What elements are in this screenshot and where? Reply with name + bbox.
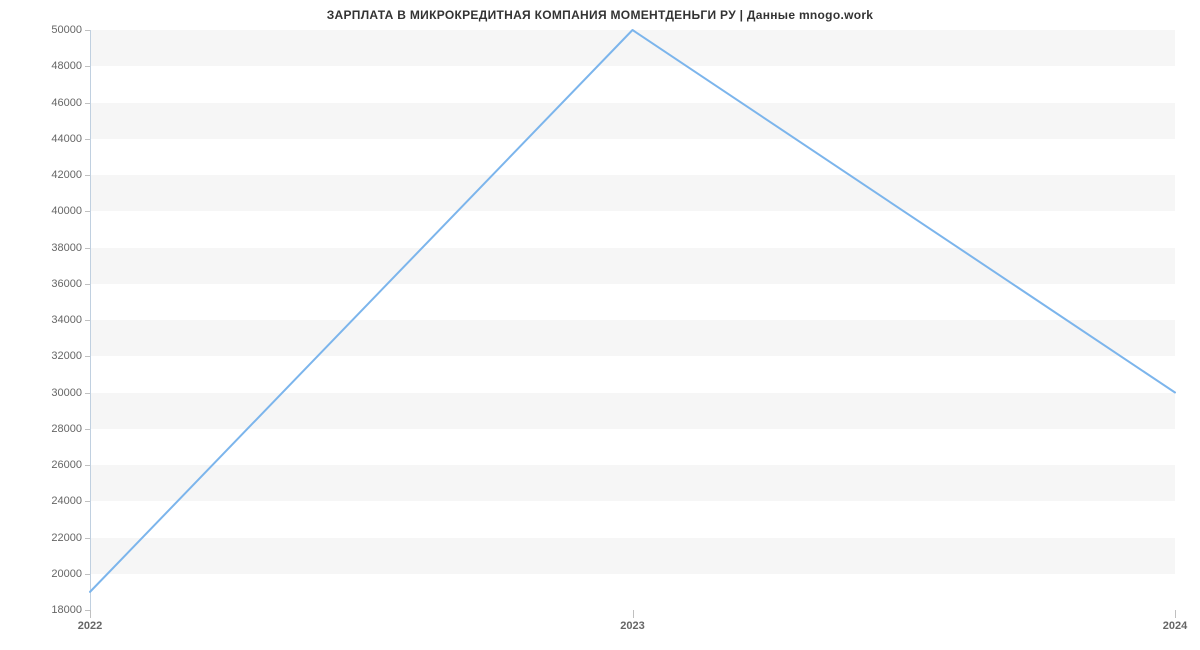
chart-container: ЗАРПЛАТА В МИКРОКРЕДИТНАЯ КОМПАНИЯ МОМЕН…: [0, 0, 1200, 650]
x-tick-mark: [1175, 610, 1176, 618]
series-salary: [90, 30, 1175, 610]
chart-title: ЗАРПЛАТА В МИКРОКРЕДИТНАЯ КОМПАНИЯ МОМЕН…: [0, 8, 1200, 22]
x-tick-mark: [633, 610, 634, 618]
plot-area: 1800020000220002400026000280003000032000…: [90, 30, 1175, 610]
x-tick-mark: [90, 610, 91, 618]
